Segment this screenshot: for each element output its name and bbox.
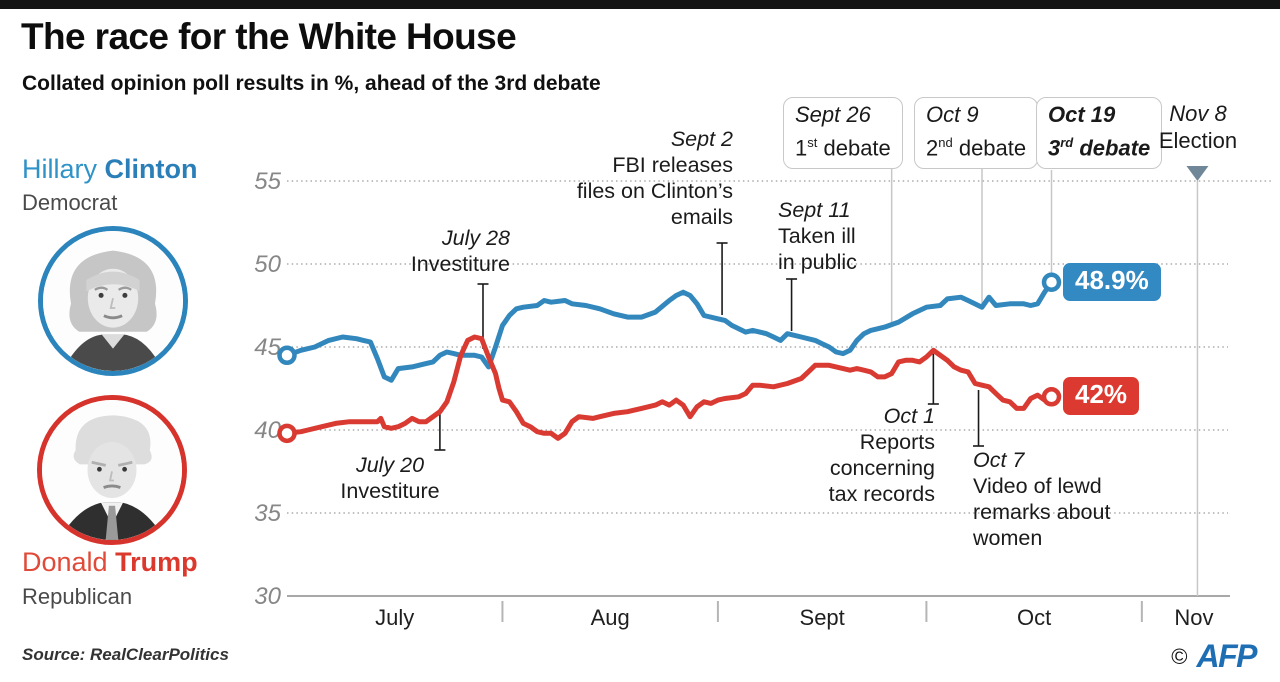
clinton-name: Hillary Clinton (22, 154, 198, 185)
page-subtitle: Collated opinion poll results in %, ahea… (22, 72, 601, 95)
annotation-nov8-election: Nov 8 Election (1158, 101, 1238, 153)
trump-name: Donald Trump (22, 547, 198, 578)
month-label: Nov (1174, 605, 1213, 630)
clinton-portrait-illustration (43, 231, 183, 371)
agency-credit: © AFP (1171, 638, 1258, 675)
annotation-oct7: Oct 7 Video of lewd remarks about women (973, 448, 1111, 550)
annotation-jul28: July 28 Investiture (410, 226, 510, 276)
annotation-oct1: Oct 1 Reports concerning tax records (828, 404, 935, 506)
debate-box-oct9: Oct 9 2nd debate (914, 97, 1039, 170)
month-label: Oct (1017, 605, 1051, 630)
trump-portrait-illustration (42, 400, 182, 540)
debate-box-oct19: Oct 19 3rd debate (1036, 97, 1163, 170)
y-tick-label: 45 (254, 334, 281, 361)
trump-start-marker (277, 423, 297, 444)
clinton-end-marker (1041, 272, 1062, 293)
trump-end-marker (1041, 387, 1062, 407)
clinton-last-name: Clinton (104, 154, 198, 184)
trump-first-name: Donald (22, 547, 116, 577)
month-label: July (375, 605, 414, 630)
clinton-line (284, 279, 1054, 383)
clinton-final-value-badge: 48.9% (1063, 263, 1161, 301)
y-tick-label: 50 (254, 251, 281, 278)
annotation-sept2: Sept 2 FBI releases files on Clinton’s emai… (576, 127, 733, 229)
copyright-icon: © (1171, 643, 1188, 669)
debate-box-sept26: Sept 26 1st debate (783, 97, 903, 170)
annotation-jul20: July 20 Investiture (340, 453, 440, 503)
annotation-sept11: Sept 11 Taken ill in public (778, 198, 857, 274)
trump-party: Republican (22, 584, 133, 609)
month-label: Aug (591, 605, 630, 630)
clinton-party: Democrat (22, 190, 118, 215)
y-tick-label: 35 (254, 500, 281, 527)
y-tick-label: 40 (254, 417, 281, 444)
clinton-first-name: Hillary (22, 154, 105, 184)
trump-final-value-badge: 42% (1063, 377, 1140, 415)
trump-photo (37, 395, 187, 545)
trump-last-name: Trump (115, 547, 198, 577)
y-tick-label: 55 (254, 168, 281, 195)
election-day-marker (1186, 166, 1209, 181)
page-title: The race for the White House (21, 16, 517, 57)
clinton-photo (38, 226, 188, 376)
clinton-start-marker (277, 345, 297, 366)
y-tick-label: 30 (254, 583, 281, 610)
source-credit: Source: RealClearPolitics (22, 645, 229, 664)
afp-logo: AFP (1196, 638, 1258, 674)
month-label: Sept (800, 605, 845, 630)
top-black-bar (0, 0, 1280, 9)
trump-line (284, 334, 1054, 441)
